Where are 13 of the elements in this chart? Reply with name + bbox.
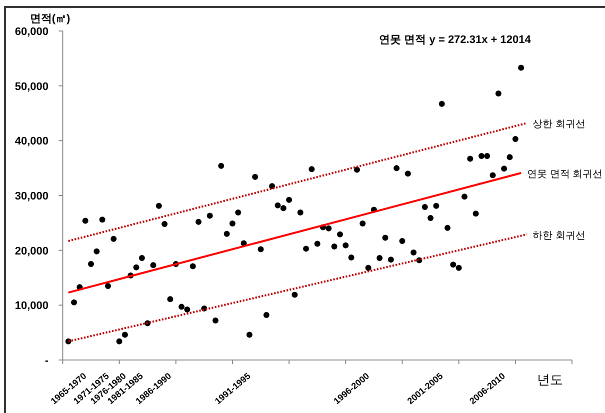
y-tick-label: 40,000 <box>14 136 48 148</box>
y-tick-label: 60,000 <box>14 26 48 38</box>
series-label: 하한 회귀선 <box>532 230 586 242</box>
annotation: 연못 면적 y = 272.31x + 12014 <box>379 34 532 46</box>
series-label: 연못 면적 회귀선 <box>527 169 603 180</box>
y-axis-title: 면적(㎡) <box>30 13 70 25</box>
y-tick-label: 20,000 <box>14 245 48 258</box>
y-tick-label: 30,000 <box>14 190 48 202</box>
x-axis-title: 년도 <box>537 372 563 387</box>
y-tick-label: 10,000 <box>14 300 48 312</box>
series-label: 상한 회귀선 <box>532 119 586 130</box>
y-tick-label: 50,000 <box>14 80 48 93</box>
y-tick-label: - <box>44 355 49 367</box>
